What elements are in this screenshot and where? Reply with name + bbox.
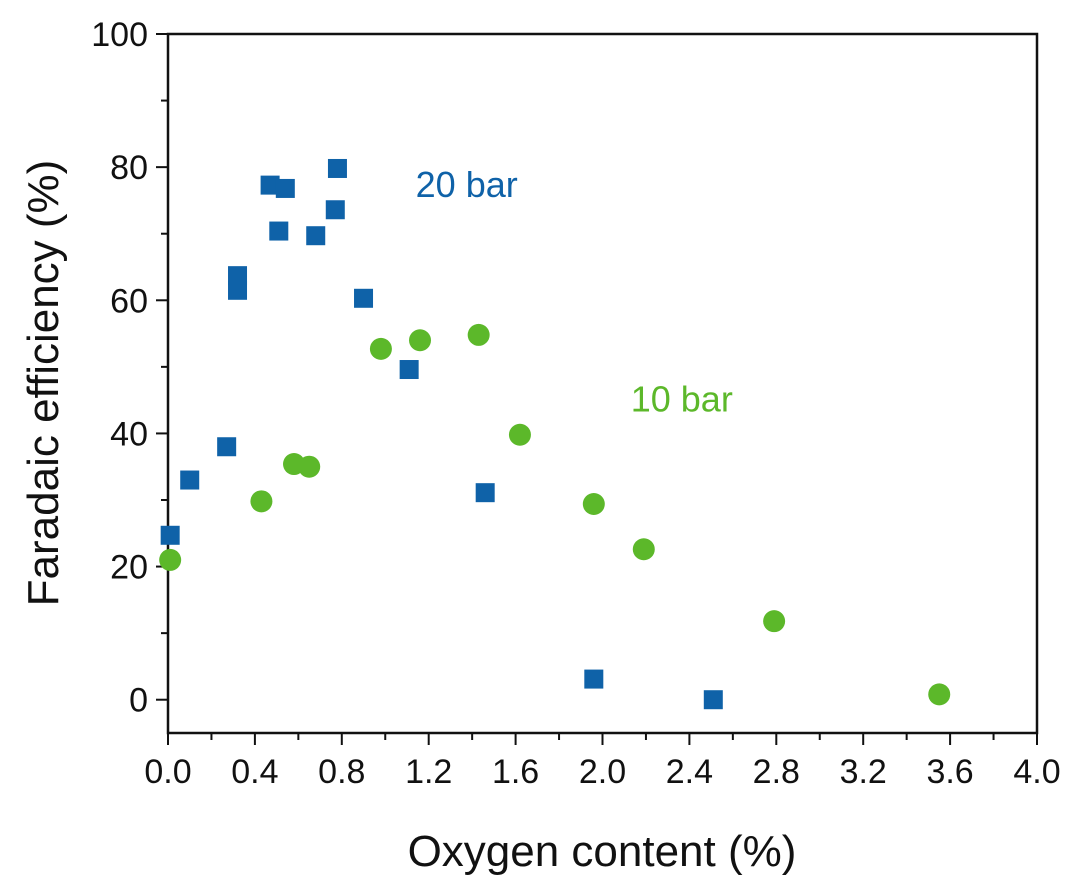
data-point-circle	[928, 683, 951, 706]
data-point-square	[275, 178, 295, 198]
y-tick-label: 60	[110, 282, 148, 320]
x-tick-label: 2.8	[753, 753, 800, 791]
x-tick-label: 2.4	[666, 753, 713, 791]
data-point-square	[399, 360, 419, 380]
data-point-square	[325, 200, 345, 220]
x-tick-label: 2.0	[579, 753, 626, 791]
data-point-square	[584, 669, 604, 689]
x-tick-label: 0.8	[318, 753, 365, 791]
plot-border	[166, 32, 1039, 735]
x-axis: 0.0 0.4 0.8 1.2 1.6 2.0 2.4 2.8 3.2 3.6 4.0	[144, 733, 1061, 791]
data-point-circle	[508, 423, 531, 446]
data-point-circle	[467, 323, 490, 346]
data-point-square	[228, 280, 248, 300]
data-point-circle	[409, 329, 432, 352]
data-point-square	[228, 266, 248, 286]
data-point-square	[703, 690, 723, 710]
data-point-circle	[632, 538, 655, 561]
x-tick-label: 3.6	[926, 753, 973, 791]
x-tick-label: 4.0	[1013, 753, 1060, 791]
data-point-circle	[250, 490, 273, 513]
y-tick-label: 100	[91, 16, 148, 54]
data-point-circle	[159, 548, 182, 571]
x-tick-label: 0.0	[144, 753, 191, 791]
data-point-square	[180, 470, 200, 490]
y-tick-label: 40	[110, 415, 148, 453]
data-point-square	[160, 525, 180, 545]
data-point-square	[260, 175, 280, 195]
y-axis-title: Faradaic efficiency (%)	[19, 160, 68, 607]
data-point-square	[327, 158, 347, 178]
x-tick-label: 0.4	[231, 753, 278, 791]
x-tick-label: 1.2	[405, 753, 452, 791]
data-point-circle	[763, 610, 786, 633]
plot-frame	[166, 32, 1039, 735]
y-axis: 0 20 40 60 80 100	[91, 16, 168, 720]
x-tick-label: 1.6	[492, 753, 539, 791]
data-point-circle	[582, 492, 605, 515]
y-tick-label: 20	[110, 549, 148, 587]
data-points	[159, 158, 951, 710]
y-tick-label: 0	[129, 682, 148, 720]
series-label: 20 bar	[416, 164, 518, 205]
data-point-square	[217, 437, 237, 457]
data-point-square	[354, 288, 374, 308]
data-point-circle	[298, 455, 321, 478]
data-point-square	[306, 226, 326, 246]
data-point-square	[475, 483, 495, 503]
x-axis-title: Oxygen content (%)	[408, 827, 797, 876]
data-point-circle	[369, 337, 392, 360]
y-tick-label: 80	[110, 149, 148, 187]
x-tick-label: 3.2	[840, 753, 887, 791]
series-annotations: 20 bar 10 bar	[416, 164, 733, 419]
data-point-square	[269, 221, 289, 241]
series-label: 10 bar	[631, 378, 733, 419]
